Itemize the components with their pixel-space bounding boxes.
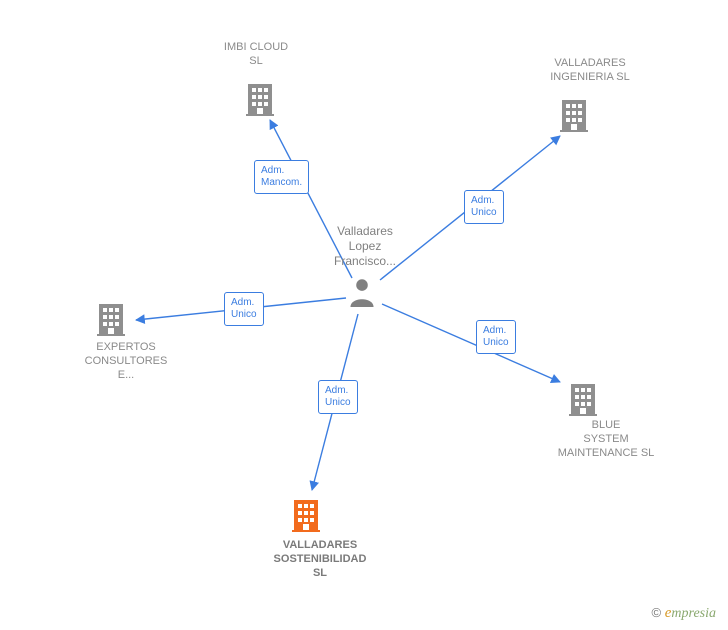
edge-label: Adm. Unico (476, 320, 516, 354)
building-icon (244, 82, 276, 116)
building-icon (567, 382, 599, 416)
company-node-valladares_sost (290, 498, 322, 532)
center-node-label: Valladares Lopez Francisco... (334, 224, 396, 269)
building-icon (290, 498, 322, 532)
edge-line (382, 304, 560, 382)
person-icon (348, 277, 376, 307)
edge-label: Adm. Unico (464, 190, 504, 224)
building-icon (558, 98, 590, 132)
company-label-valladares_sost: VALLADARES SOSTENIBILIDAD SL (260, 538, 380, 580)
brand-rest: mpresia (671, 606, 716, 621)
network-diagram: Valladares Lopez Francisco... IMBI CLOUD… (0, 0, 728, 630)
edge-label: Adm. Unico (318, 380, 358, 414)
company-label-valladares_ing: VALLADARES INGENIERIA SL (530, 56, 650, 84)
watermark: © empresia (652, 605, 716, 622)
edge-label: Adm. Mancom. (254, 160, 309, 194)
company-label-expertos: EXPERTOS CONSULTORES E... (66, 340, 186, 382)
company-label-imbi: IMBI CLOUD SL (196, 40, 316, 68)
edge-label: Adm. Unico (224, 292, 264, 326)
center-node (348, 277, 376, 307)
building-icon (95, 302, 127, 336)
company-node-expertos (95, 302, 127, 336)
company-node-imbi (244, 82, 276, 116)
company-label-blue_system: BLUE SYSTEM MAINTENANCE SL (546, 418, 666, 460)
company-node-valladares_ing (558, 98, 590, 132)
copyright-symbol: © (652, 605, 662, 620)
company-node-blue_system (567, 382, 599, 416)
